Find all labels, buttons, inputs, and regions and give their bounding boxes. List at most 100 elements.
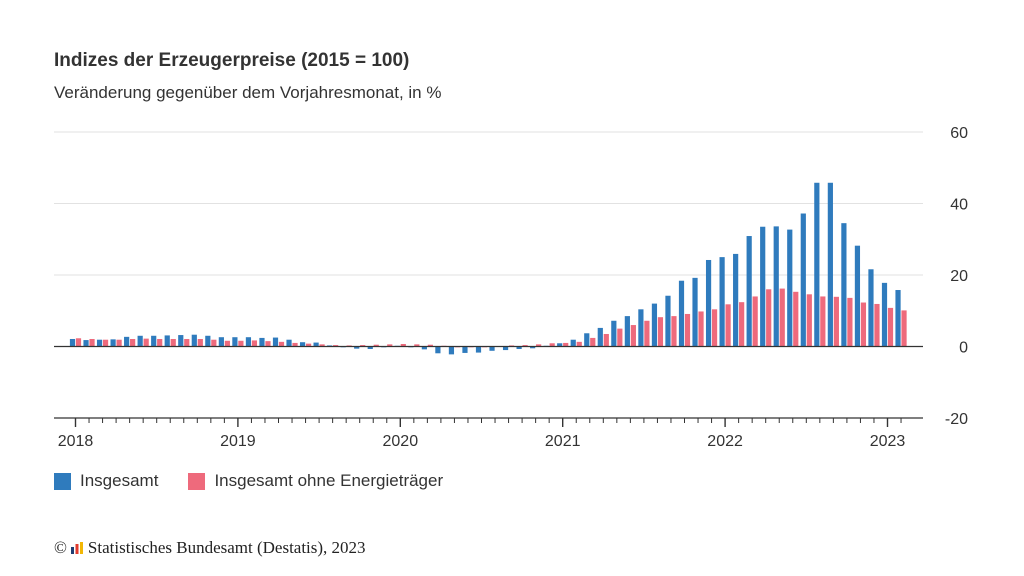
bar-ohne-energie [684,313,691,347]
bar-insgesamt [624,316,630,347]
bar-insgesamt [205,335,211,347]
bar-insgesamt [137,335,143,347]
bar-ohne-energie [806,294,812,347]
bar-insgesamt [841,223,847,347]
bar-insgesamt [110,339,116,347]
bar-ohne-energie [833,296,839,347]
bar-insgesamt [421,346,427,350]
bar-insgesamt [232,337,238,347]
bar-insgesamt [557,343,563,347]
bar-insgesamt [502,346,509,351]
bar-insgesamt [881,282,888,347]
bar-insgesamt [611,320,617,347]
bar-insgesamt [516,346,522,350]
bar-insgesamt [354,346,360,349]
y-tick-label: 0 [959,340,968,357]
bar-insgesamt [475,346,482,353]
bar-insgesamt [313,342,319,347]
bar-ohne-energie [102,339,109,347]
bar-insgesamt [83,340,89,347]
bar-insgesamt [746,236,752,347]
bar-ohne-energie [725,304,731,347]
bar-ohne-energie [739,302,745,347]
bar-ohne-energie [278,341,285,347]
bar-insgesamt [827,182,833,347]
bar-ohne-energie [847,297,853,347]
bar-insgesamt [448,346,455,355]
bar-insgesamt [733,253,739,347]
legend-swatch-ohne-energie [188,472,206,490]
bar-insgesamt [814,182,820,347]
y-tick-label: 40 [950,197,968,214]
bar-insgesamt [272,337,279,347]
bar-insgesamt [597,327,603,347]
bar-ohne-energie [184,338,190,347]
bar-ohne-energie [75,338,82,347]
bar-ohne-energie [793,291,799,347]
x-tick-label: 2022 [707,433,743,450]
bar-ohne-energie [319,344,325,347]
bar-ohne-energie [779,288,785,347]
x-tick-label: 2019 [220,433,256,450]
bar-insgesamt [489,346,495,351]
bar-ohne-energie [211,339,217,347]
bar-insgesamt [570,339,576,347]
bar-ohne-energie [766,289,772,347]
chart-subtitle: Veränderung gegenüber dem Vorjahresmonat… [54,83,442,102]
source-text: Statistisches Bundesamt (Destatis), 2023 [87,538,366,557]
bar-ohne-energie [901,310,907,347]
bar-ohne-energie [116,339,122,347]
x-tick-label: 2018 [58,433,94,450]
bar-ohne-energie [170,338,176,347]
bar-insgesamt [218,337,224,347]
legend-label-insgesamt: Insgesamt [80,471,159,490]
bar-ohne-energie [820,296,826,347]
bar-ohne-energie [576,341,582,347]
copyright-symbol: © [54,538,67,557]
bar-insgesamt [868,269,874,347]
bar-insgesamt [692,277,698,347]
bar-ohne-energie [387,344,393,347]
bar-insgesamt [895,290,901,347]
legend-item-ohne-energie: Insgesamt ohne Energieträger [188,471,443,491]
legend: Insgesamt Insgesamt ohne Energieträger [54,471,473,491]
bar-ohne-energie [130,338,136,347]
bar-ohne-energie [860,302,867,347]
bar-insgesamt [530,346,536,349]
bar-ohne-energie [292,342,298,347]
bar-ohne-energie [143,338,149,347]
bar-insgesamt [259,337,265,347]
bar-insgesamt [299,342,306,347]
x-tick-label: 2021 [545,433,581,450]
bar-insgesamt [705,259,712,347]
bar-insgesamt [96,339,103,347]
bar-insgesamt [638,309,644,347]
bar-insgesamt [584,333,590,347]
bar-ohne-energie [603,333,609,347]
bar-insgesamt [665,295,671,347]
bar-ohne-energie [238,340,244,347]
destatis-logo-icon [70,541,83,554]
bar-ohne-energie [305,343,312,347]
bar-insgesamt [69,338,76,347]
bar-ohne-energie [644,320,650,347]
y-tick-label: -20 [945,411,968,428]
bar-insgesamt [151,335,157,347]
bar-insgesamt [286,339,292,347]
bar-ohne-energie [265,341,271,347]
bar-ohne-energie [617,328,623,347]
bar-ohne-energie [887,307,894,347]
bar-ohne-energie [536,344,542,347]
bar-ohne-energie [671,316,677,347]
bar-insgesamt [367,346,373,350]
legend-swatch-insgesamt [54,472,71,490]
bar-ohne-energie [360,345,366,347]
bar-ohne-energie [224,340,230,347]
bar-ohne-energie [874,303,880,347]
bar-insgesamt [164,335,170,347]
bar-ohne-energie [563,342,569,347]
bar-ohne-energie [373,344,379,347]
bar-ohne-energie [630,325,636,347]
bar-ohne-energie [414,344,420,347]
legend-item-insgesamt: Insgesamt [54,471,158,491]
